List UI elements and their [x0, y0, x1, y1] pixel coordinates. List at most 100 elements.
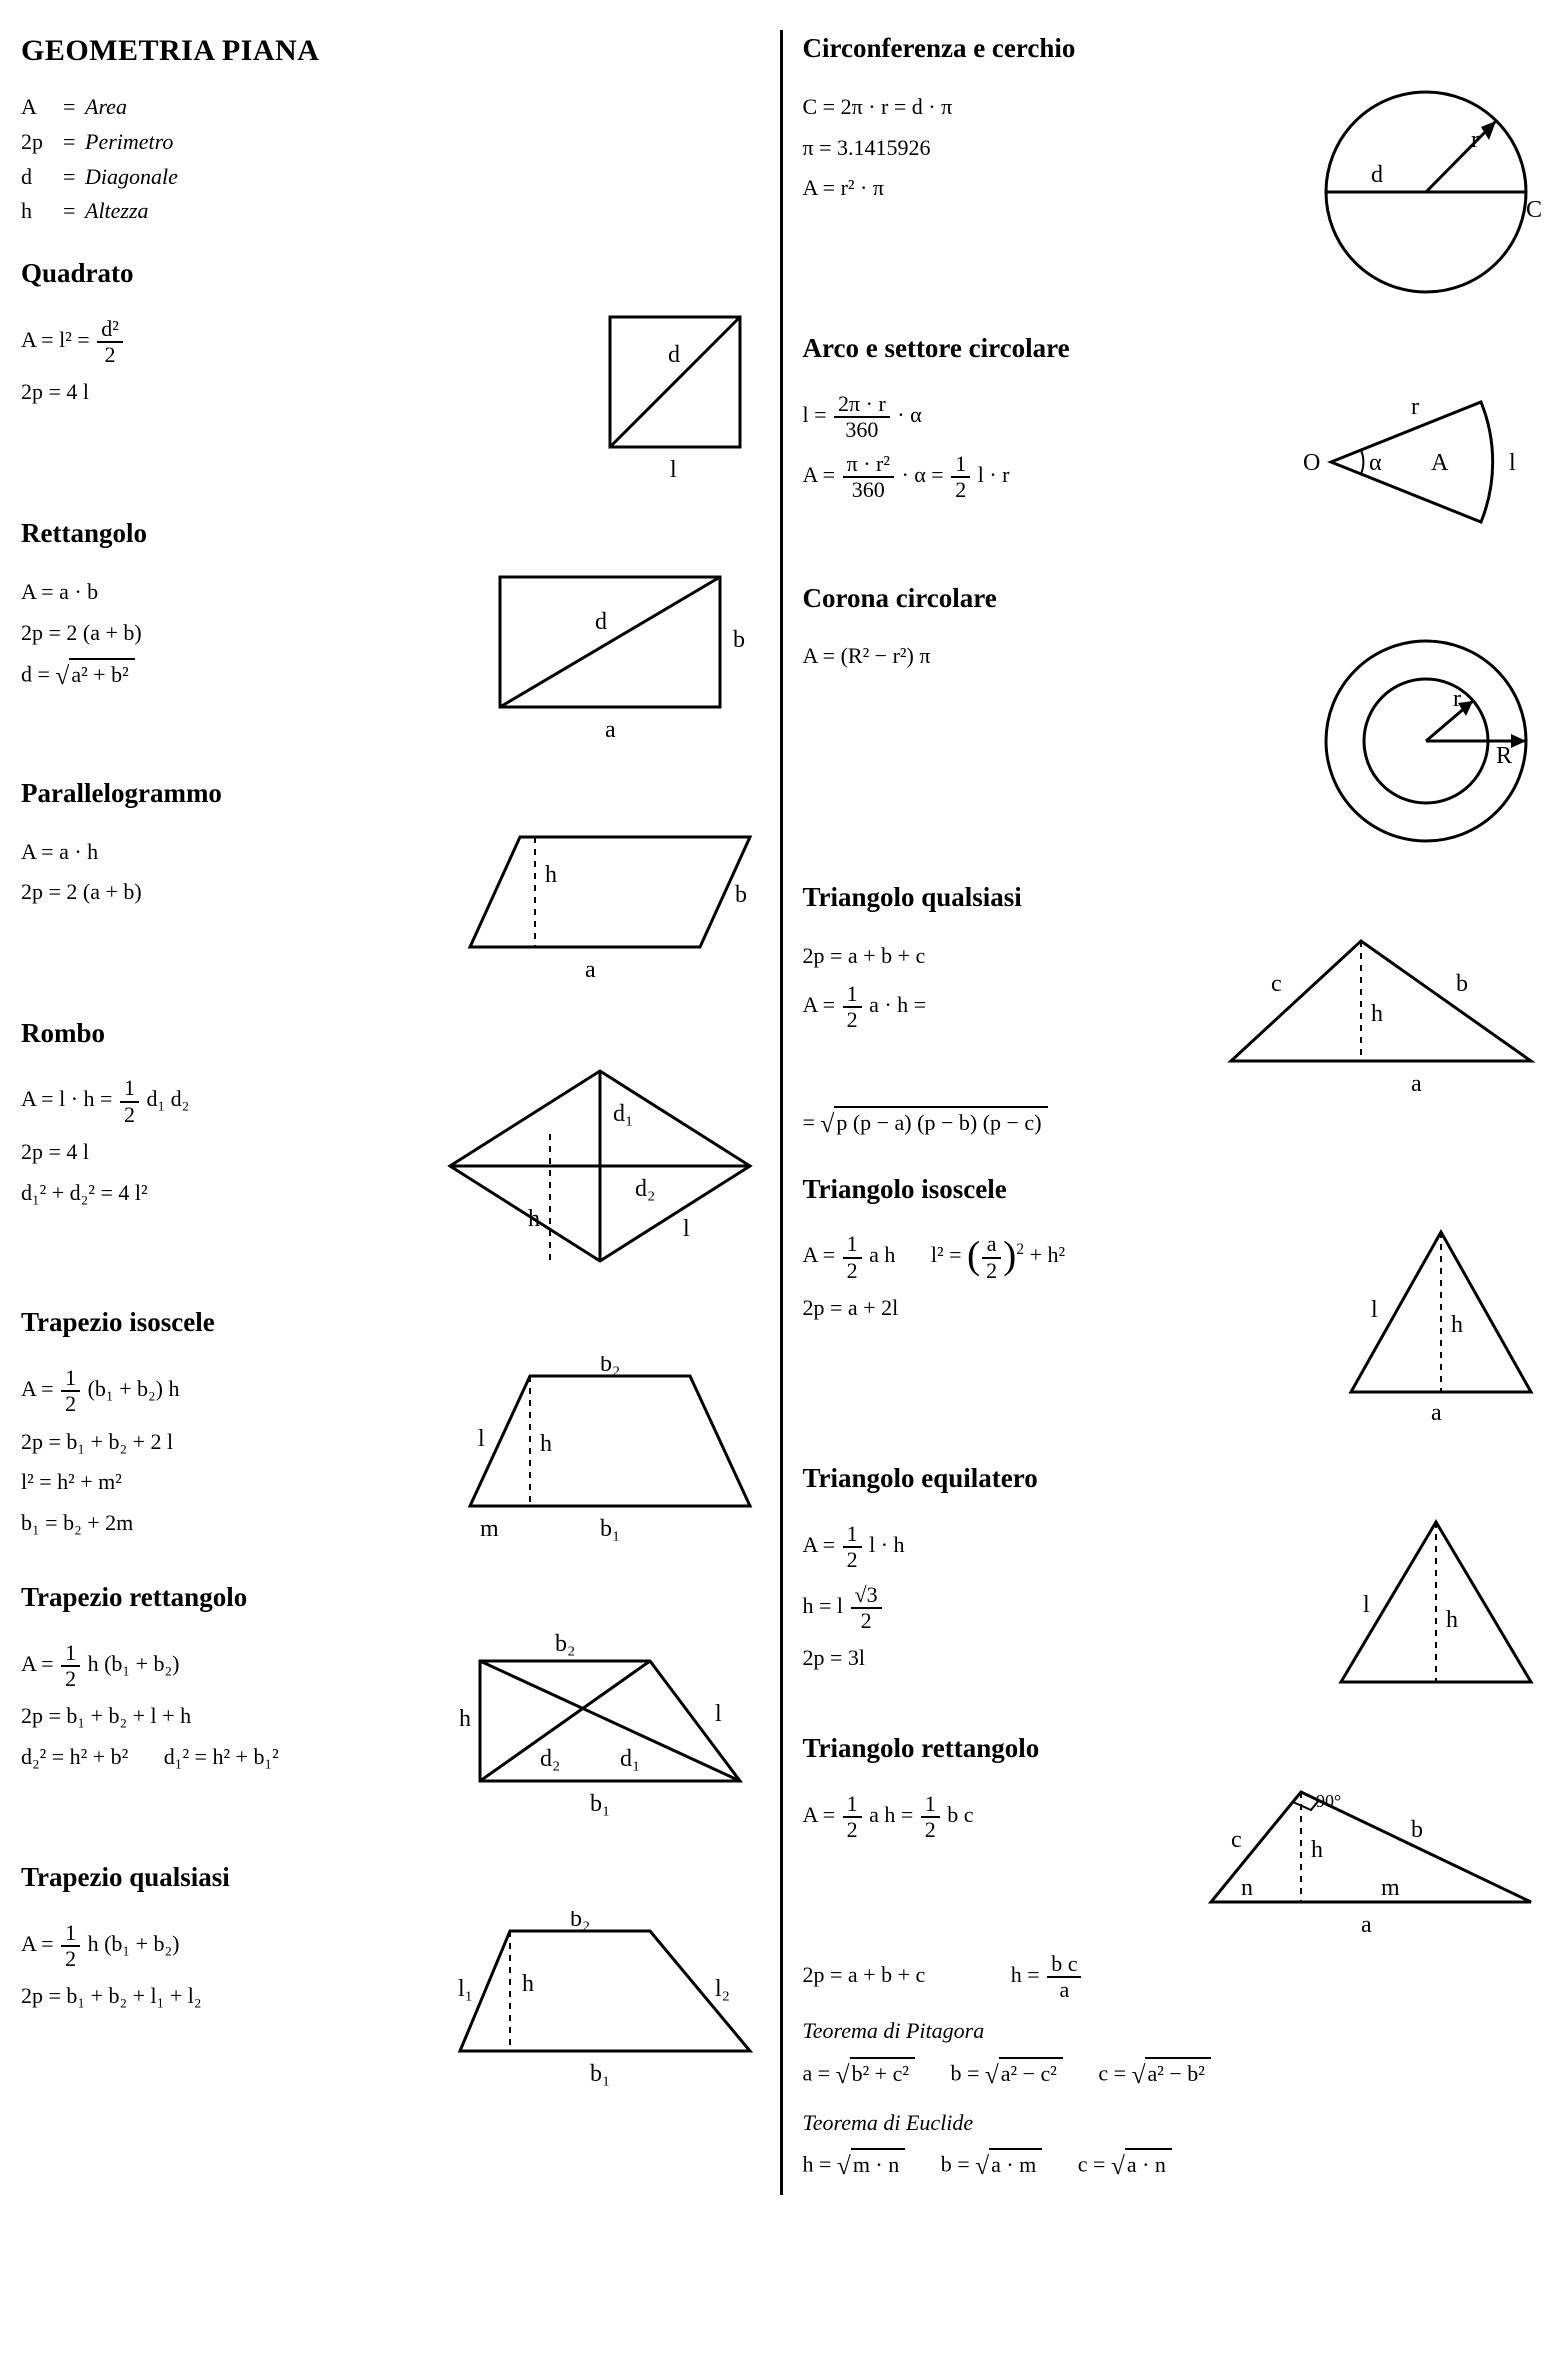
svg-text:d₂: d₂ [540, 1746, 560, 1772]
tri-eq-area: A = 12 l · h [803, 1522, 1312, 1572]
parallelogrammo-perimeter: 2p = 2 (a + b) [21, 877, 440, 908]
rettangolo-perimeter: 2p = 2 (a + b) [21, 618, 470, 649]
svg-text:a: a [585, 957, 596, 983]
tri-eq-diagram: l h [1331, 1512, 1541, 1702]
trap-ret-diags: d₂² = h² + b² d₁² = h² + b₁² [21, 1742, 440, 1773]
svg-text:h: h [1446, 1607, 1458, 1633]
pitagora-formulas: a = b² + c² b = a² − c² c = a² − b² [803, 2057, 1542, 2093]
tri-any-heron: = p (p − a) (p − b) (p − c) [803, 1106, 1542, 1142]
tri-any-heading: Triangolo qualsiasi [803, 879, 1542, 917]
svg-text:b: b [735, 882, 747, 908]
legend: A=Area 2p=Perimetro d=Diagonale h=Altezz… [21, 92, 760, 227]
svg-text:h: h [1451, 1312, 1463, 1338]
rettangolo-area: A = a · b [21, 577, 470, 608]
circonferenza-heading: Circonferenza e cerchio [803, 30, 1542, 68]
trap-any-heading: Trapezio qualsiasi [21, 1859, 760, 1897]
corona-heading: Corona circolare [803, 580, 1542, 618]
corona-area: A = (R² − r²) π [803, 641, 1292, 672]
svg-text:b₂: b₂ [600, 1356, 620, 1377]
arco-heading: Arco e settore circolare [803, 330, 1542, 368]
svg-text:d: d [595, 609, 607, 635]
parallelogrammo-diagram: h b a [460, 827, 760, 987]
tri-eq-heading: Triangolo equilatero [803, 1460, 1542, 1498]
euclide-title: Teorema di Euclide [803, 2108, 1542, 2139]
tri-rect-heading: Triangolo rettangolo [803, 1730, 1542, 1768]
trap-ret-perimeter: 2p = b₁ + b₂ + l + h [21, 1701, 440, 1732]
trap-any-diagram: b₂ l₁ h l₂ b₁ [450, 1911, 760, 2091]
svg-text:h: h [528, 1206, 540, 1232]
right-column: Circonferenza e cerchio C = 2π · r = d ·… [803, 30, 1542, 2195]
svg-text:d₁: d₁ [620, 1746, 640, 1772]
svg-text:h: h [540, 1431, 552, 1457]
svg-text:b: b [1411, 1817, 1423, 1843]
tri-iso-diagram: l h a [1341, 1222, 1541, 1432]
svg-text:h: h [545, 862, 557, 888]
svg-text:R: R [1496, 743, 1512, 769]
tri-rect-area: A = 12 a h = 12 b c [803, 1792, 1182, 1842]
tri-rect-row2: 2p = a + b + c h = b ca [803, 1952, 1542, 2002]
trap-iso-area: A = 12 (b₁ + b₂) h [21, 1366, 440, 1416]
corona-diagram: r R [1311, 631, 1541, 851]
svg-text:l₂: l₂ [715, 1976, 730, 2002]
svg-text:90°: 90° [1316, 1791, 1341, 1811]
trap-iso-side: l² = h² + m² [21, 1467, 440, 1498]
circle-pi: π = 3.1415926 [803, 133, 1292, 164]
trap-iso-perimeter: 2p = b₁ + b₂ + 2 l [21, 1427, 440, 1458]
svg-text:b: b [733, 627, 745, 653]
trap-any-perimeter: 2p = b₁ + b₂ + l₁ + l₂ [21, 1981, 430, 2012]
page-title: GEOMETRIA PIANA [21, 30, 760, 72]
trap-ret-area: A = 12 h (b₁ + b₂) [21, 1641, 440, 1691]
trap-iso-heading: Trapezio isoscele [21, 1304, 760, 1342]
svg-text:l: l [683, 1216, 690, 1242]
column-divider [780, 30, 783, 2195]
tri-iso-heading: Triangolo isoscele [803, 1171, 1542, 1209]
svg-text:l: l [1371, 1297, 1378, 1323]
svg-text:a: a [605, 717, 616, 743]
svg-text:l: l [1509, 450, 1516, 476]
tri-eq-perimeter: 2p = 3l [803, 1643, 1312, 1674]
svg-text:h: h [522, 1971, 534, 1997]
sector-diagram: O α A l r [1301, 382, 1541, 552]
svg-text:b: b [1456, 971, 1468, 997]
trap-iso-base: b₁ = b₂ + 2m [21, 1508, 440, 1539]
parallelogrammo-area: A = a · h [21, 837, 440, 868]
svg-text:l: l [715, 1701, 722, 1727]
svg-text:c: c [1271, 971, 1282, 997]
tri-any-perimeter: 2p = a + b + c [803, 941, 1202, 972]
tri-any-area: A = 12 a · h = [803, 982, 1202, 1032]
rombo-heading: Rombo [21, 1015, 760, 1053]
svg-text:r: r [1471, 127, 1479, 153]
arc-length: l = 2π · r360 · α [803, 392, 1282, 442]
parallelogrammo-heading: Parallelogrammo [21, 775, 760, 813]
svg-text:r: r [1453, 686, 1461, 712]
svg-text:h: h [460, 1706, 471, 1732]
svg-text:A: A [1431, 450, 1449, 476]
quadrato-perimeter: 2p = 4 l [21, 377, 570, 408]
rombo-diagram: d₁ d₂ h l [440, 1066, 760, 1276]
svg-text:d: d [668, 342, 680, 368]
svg-text:b₁: b₁ [600, 1516, 620, 1542]
rombo-perimeter: 2p = 4 l [21, 1137, 420, 1168]
svg-text:O: O [1303, 450, 1320, 476]
rombo-area: A = l · h = 12 d₁ d₂ [21, 1076, 420, 1126]
svg-text:l: l [478, 1426, 485, 1452]
rettangolo-heading: Rettangolo [21, 515, 760, 553]
rettangolo-diagram: d a b [490, 567, 760, 747]
svg-text:b₁: b₁ [590, 1791, 610, 1817]
svg-text:d₁: d₁ [613, 1101, 633, 1127]
pitagora-title: Teorema di Pitagora [803, 2016, 1542, 2047]
svg-text:d: d [1371, 162, 1383, 188]
svg-text:b₁: b₁ [590, 2061, 610, 2087]
left-column: GEOMETRIA PIANA A=Area 2p=Perimetro d=Di… [21, 30, 760, 2195]
svg-text:n: n [1241, 1875, 1253, 1901]
svg-text:h: h [1371, 1001, 1383, 1027]
rettangolo-diag: d = a² + b² [21, 658, 470, 694]
trap-ret-diagram: b₂ h l d₂ d₁ b₁ [460, 1631, 760, 1831]
svg-text:d₂: d₂ [635, 1176, 655, 1202]
svg-text:c: c [1231, 1827, 1242, 1853]
tri-any-diagram: c b h a [1221, 931, 1541, 1101]
quadrato-diagram: d l [590, 307, 760, 487]
svg-text:C: C [1526, 197, 1541, 223]
svg-text:b₂: b₂ [570, 1911, 590, 1932]
svg-text:α: α [1369, 450, 1382, 476]
